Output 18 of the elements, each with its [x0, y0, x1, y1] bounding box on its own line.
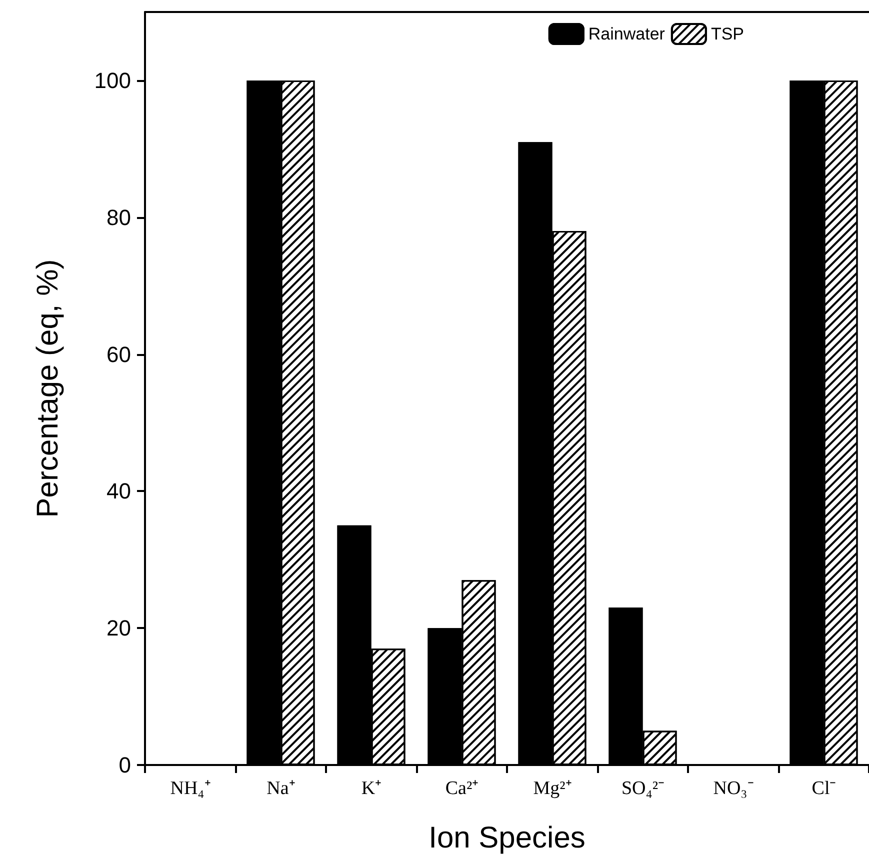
y-tick-label: 40: [106, 478, 131, 504]
x-tick-label: Ca²⁺: [445, 778, 478, 799]
y-tick-label: 20: [106, 616, 131, 641]
legend-label: TSP: [710, 24, 744, 44]
x-tick-label: Cl⁻: [812, 778, 836, 799]
x-tick-label: SO₄²⁻: [621, 778, 664, 799]
y-tick-label: 0: [118, 752, 131, 778]
x-tick-label: Na⁺: [266, 778, 295, 799]
y-axis-title: Percentage (eq, %): [32, 259, 64, 518]
y-tick-label: 100: [94, 68, 131, 93]
y-tick-label: 60: [106, 342, 131, 367]
y-tick-label: 80: [106, 204, 131, 230]
legend-label: Rainwater: [588, 24, 666, 44]
x-tick-label: NO₃⁻: [713, 778, 754, 799]
x-axis-title: Ion Species: [428, 822, 586, 854]
x-tick-label: Mg²⁺: [533, 778, 572, 799]
x-tick-label: K⁺: [361, 778, 382, 799]
x-tick-label: NH₄⁺: [170, 778, 210, 799]
